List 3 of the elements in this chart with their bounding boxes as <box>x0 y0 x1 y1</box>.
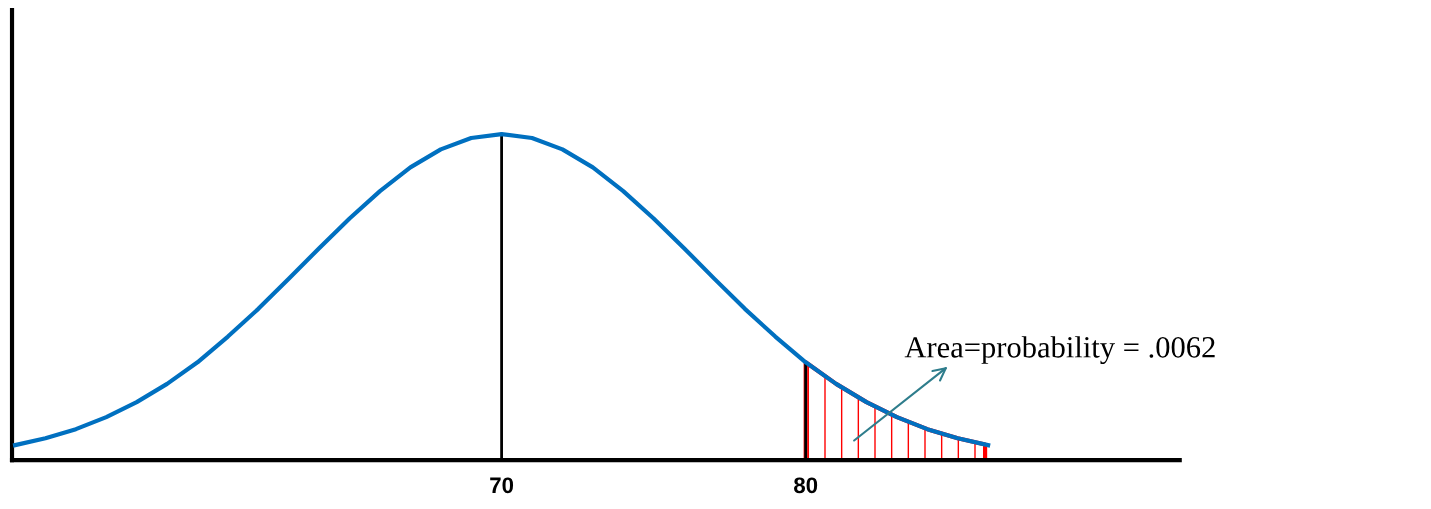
x-tick-label: 70 <box>490 477 514 494</box>
x-tick-label: 80 <box>794 477 818 494</box>
annotation: Area=probability = .0062 <box>904 336 1215 364</box>
